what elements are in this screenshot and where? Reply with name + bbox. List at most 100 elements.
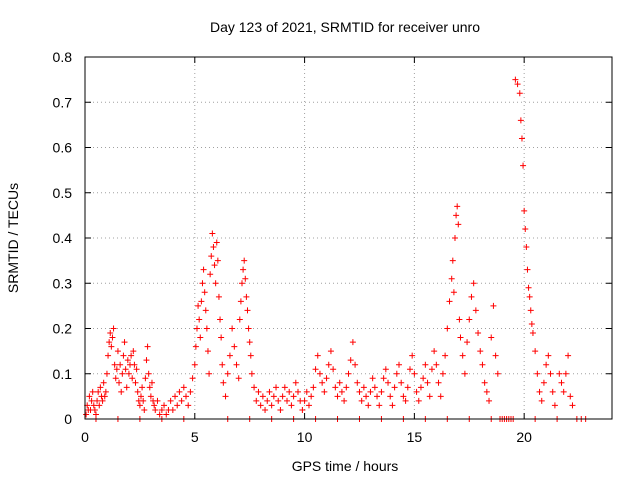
data-point <box>279 393 286 400</box>
data-point <box>210 244 217 251</box>
data-point <box>404 384 411 391</box>
data-point <box>198 298 205 305</box>
data-point <box>106 339 113 346</box>
data-point <box>369 375 376 382</box>
data-point <box>231 343 238 350</box>
data-point <box>163 411 170 418</box>
data-point <box>209 230 216 237</box>
data-point <box>144 343 151 350</box>
data-point <box>352 361 359 368</box>
data-point <box>411 370 418 377</box>
data-point <box>212 280 219 287</box>
data-point <box>538 397 545 404</box>
data-point <box>483 388 490 395</box>
data-point <box>140 397 147 404</box>
data-point <box>122 366 129 373</box>
data-point <box>439 370 446 377</box>
data-point <box>132 379 139 386</box>
data-point <box>88 397 95 404</box>
data-point <box>454 203 461 210</box>
data-point <box>211 262 218 269</box>
data-point <box>99 397 106 404</box>
data-point <box>203 325 210 332</box>
data-point <box>569 402 576 409</box>
data-point <box>360 384 367 391</box>
data-point <box>406 366 413 373</box>
data-point <box>246 339 253 346</box>
data-point <box>255 388 262 395</box>
data-point <box>218 334 225 341</box>
data-point <box>524 266 531 273</box>
data-point <box>83 411 90 418</box>
data-point <box>284 397 291 404</box>
data-point <box>241 257 248 264</box>
data-point <box>477 348 484 355</box>
data-point <box>100 379 107 386</box>
data-point <box>459 352 466 359</box>
data-point <box>244 307 251 314</box>
data-point <box>299 406 306 413</box>
data-point <box>464 339 471 346</box>
data-point <box>118 388 125 395</box>
data-point <box>147 393 154 400</box>
data-point <box>236 316 243 323</box>
data-point <box>141 406 148 413</box>
data-point <box>239 280 246 287</box>
data-point <box>319 379 326 386</box>
data-point <box>475 330 482 337</box>
data-point <box>136 402 143 409</box>
data-point <box>486 397 493 404</box>
data-point <box>349 339 356 346</box>
data-point <box>382 366 389 373</box>
data-point <box>479 361 486 368</box>
data-point <box>520 162 527 169</box>
data-point <box>446 298 453 305</box>
data-point <box>518 135 525 142</box>
y-axis-label: SRMTID / TECUs <box>5 183 21 293</box>
data-point <box>112 375 119 382</box>
data-point <box>201 289 208 296</box>
data-point <box>145 370 152 377</box>
plot-frame <box>84 56 613 420</box>
data-point <box>242 275 249 282</box>
data-point <box>113 366 120 373</box>
data-point <box>121 339 128 346</box>
data-point <box>402 397 409 404</box>
data-point <box>183 393 190 400</box>
data-point <box>470 280 477 287</box>
data-point <box>347 357 354 364</box>
data-point <box>174 402 181 409</box>
data-point <box>301 397 308 404</box>
data-point <box>86 393 93 400</box>
data-point <box>409 352 416 359</box>
data-point <box>259 393 266 400</box>
data-point <box>354 379 361 386</box>
y-tick-label: 0.5 <box>53 185 73 201</box>
data-point <box>415 397 422 404</box>
data-point <box>146 384 153 391</box>
data-point <box>172 393 179 400</box>
x-tick-label: 0 <box>81 429 89 445</box>
data-point <box>290 393 297 400</box>
data-point <box>435 379 442 386</box>
data-point <box>161 402 168 409</box>
data-point <box>461 370 468 377</box>
data-point <box>96 402 103 409</box>
data-point <box>108 343 115 350</box>
data-point <box>270 393 277 400</box>
data-point <box>453 212 460 219</box>
data-point <box>247 352 254 359</box>
data-point <box>363 393 370 400</box>
data-point <box>94 397 101 404</box>
data-point <box>420 375 427 382</box>
data-point <box>154 397 161 404</box>
data-point <box>341 397 348 404</box>
data-point <box>556 370 563 377</box>
data-point <box>156 411 163 418</box>
data-point <box>268 402 275 409</box>
data-point <box>229 325 236 332</box>
data-point <box>253 397 260 404</box>
data-point <box>378 388 385 395</box>
data-point <box>433 361 440 368</box>
y-tick-label: 0.1 <box>53 366 73 382</box>
